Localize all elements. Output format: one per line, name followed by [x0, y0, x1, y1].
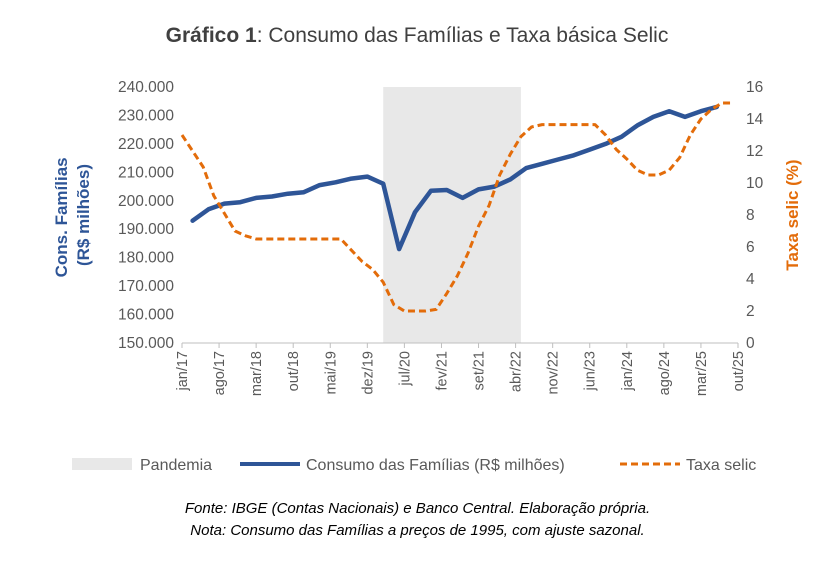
chart-title-rest: : Consumo das Famílias e Taxa básica Sel…: [257, 24, 669, 47]
x-tick-label: dez/19: [360, 351, 376, 395]
x-tick-label: jul/20: [397, 351, 413, 387]
x-tick-label: fev/21: [434, 351, 450, 391]
legend-swatch-pandemia: [72, 458, 132, 470]
series-layer: [180, 101, 733, 313]
y-tick-label-left: 240.000: [118, 79, 174, 96]
y-tick-label-left: 210.000: [118, 164, 174, 181]
x-tick-label: abr/22: [509, 351, 525, 392]
series-line-consumo: [190, 104, 720, 252]
x-tick-label: ago/17: [212, 351, 228, 395]
chart-title-bold: Gráfico 1: [166, 24, 257, 47]
y-tick-label-left: 190.000: [118, 221, 174, 238]
legend-label-selic: Taxa selic: [686, 457, 756, 474]
y-tick-label-right: 12: [746, 143, 763, 160]
methodology-note: Nota: Consumo das Famílias a preços de 1…: [190, 522, 645, 539]
x-tick-label: mar/25: [694, 351, 710, 396]
x-tick-label: nov/22: [546, 351, 562, 395]
axes-layer: 150.000 160.000 170.000 180.000 190.000 200.0…: [118, 79, 764, 396]
y-tick-label-left: 150.000: [118, 335, 174, 352]
y-tick-label-left: 170.000: [118, 278, 174, 295]
y-tick-label-right: 4: [746, 271, 755, 288]
y-axis-title-line1: Cons. Famílias: [52, 157, 71, 277]
x-tick-label: out/25: [731, 351, 747, 391]
series-line-selic: [180, 101, 733, 313]
x-tick-label: jan/24: [620, 351, 636, 392]
y-tick-label-right: 2: [746, 303, 755, 320]
legend-label-consumo: Consumo das Famílias (R$ milhões): [306, 457, 565, 474]
chart-title: Gráfico 1: Consumo das Famílias e Taxa b…: [166, 24, 669, 47]
x-tick-label: out/18: [286, 351, 302, 391]
y-tick-label-right: 16: [746, 79, 763, 96]
y-tick-label-right: 0: [746, 335, 755, 352]
y-tick-label-right: 8: [746, 207, 755, 224]
y-axis-title-left: Cons. Famílias (R$ milhões): [52, 153, 93, 278]
shaded-region-layer: [383, 87, 521, 343]
y-axis-title-right: Taxa selic (%): [783, 159, 802, 270]
y-tick-label-left: 180.000: [118, 250, 174, 267]
y-tick-label-left: 200.000: [118, 193, 174, 210]
source-note: Fonte: IBGE (Contas Nacionais) e Banco C…: [184, 500, 651, 517]
x-tick-label: set/21: [472, 351, 488, 391]
legend: Pandemia Consumo das Famílias (R$ milhõe…: [72, 457, 756, 474]
y-tick-label-right: 6: [746, 239, 755, 256]
y-tick-label-left: 230.000: [118, 107, 174, 124]
x-tick-label: mar/18: [249, 351, 265, 396]
y-tick-label-right: 14: [746, 111, 764, 128]
legend-label-pandemia: Pandemia: [140, 457, 212, 474]
x-tick-label: jun/23: [583, 351, 599, 392]
y-axis-title-line2: (R$ milhões): [74, 164, 93, 266]
y-tick-label-left: 160.000: [118, 307, 174, 324]
y-tick-label-right: 10: [746, 175, 764, 192]
x-tick-label: ago/24: [657, 351, 673, 395]
y-tick-label-left: 220.000: [118, 136, 174, 153]
x-tick-label: mai/19: [323, 351, 339, 395]
shaded-region-pandemia: [383, 87, 521, 343]
x-tick-label: jan/17: [175, 351, 191, 392]
